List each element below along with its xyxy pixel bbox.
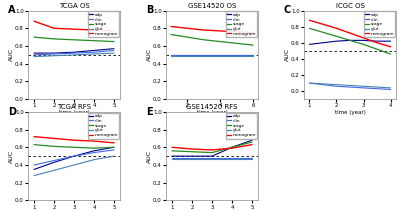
Legend: cdp, clin, stage, glut, nomogram: cdp, clin, stage, glut, nomogram <box>364 11 395 37</box>
Title: TCGA RFS: TCGA RFS <box>57 104 91 110</box>
Legend: cdp, clin, stage, glut, nomogram: cdp, clin, stage, glut, nomogram <box>88 11 119 37</box>
X-axis label: time (year): time (year) <box>334 110 366 115</box>
Y-axis label: AUC: AUC <box>147 150 152 163</box>
Title: GSE14520 RFS: GSE14520 RFS <box>186 104 238 110</box>
Legend: cdp, clin, stage, glut, nomogram: cdp, clin, stage, glut, nomogram <box>226 113 257 139</box>
Text: D: D <box>8 107 16 116</box>
Text: A: A <box>8 5 15 15</box>
X-axis label: time (year): time (year) <box>58 110 90 115</box>
Text: B: B <box>146 5 153 15</box>
Y-axis label: AUC: AUC <box>147 48 152 61</box>
Title: ICGC OS: ICGC OS <box>336 3 364 9</box>
Legend: cdp, clin, stage, glut, nomogram: cdp, clin, stage, glut, nomogram <box>226 11 257 37</box>
Y-axis label: AUC: AUC <box>9 150 14 163</box>
Title: GSE14520 OS: GSE14520 OS <box>188 3 236 9</box>
Text: C: C <box>284 5 291 15</box>
Y-axis label: AUC: AUC <box>9 48 14 61</box>
Y-axis label: AUC: AUC <box>285 48 290 61</box>
X-axis label: time (year): time (year) <box>196 110 228 115</box>
Title: TCGA OS: TCGA OS <box>59 3 89 9</box>
Text: E: E <box>146 107 152 116</box>
Legend: cdp, clin, stage, glut, nomogram: cdp, clin, stage, glut, nomogram <box>88 113 119 139</box>
